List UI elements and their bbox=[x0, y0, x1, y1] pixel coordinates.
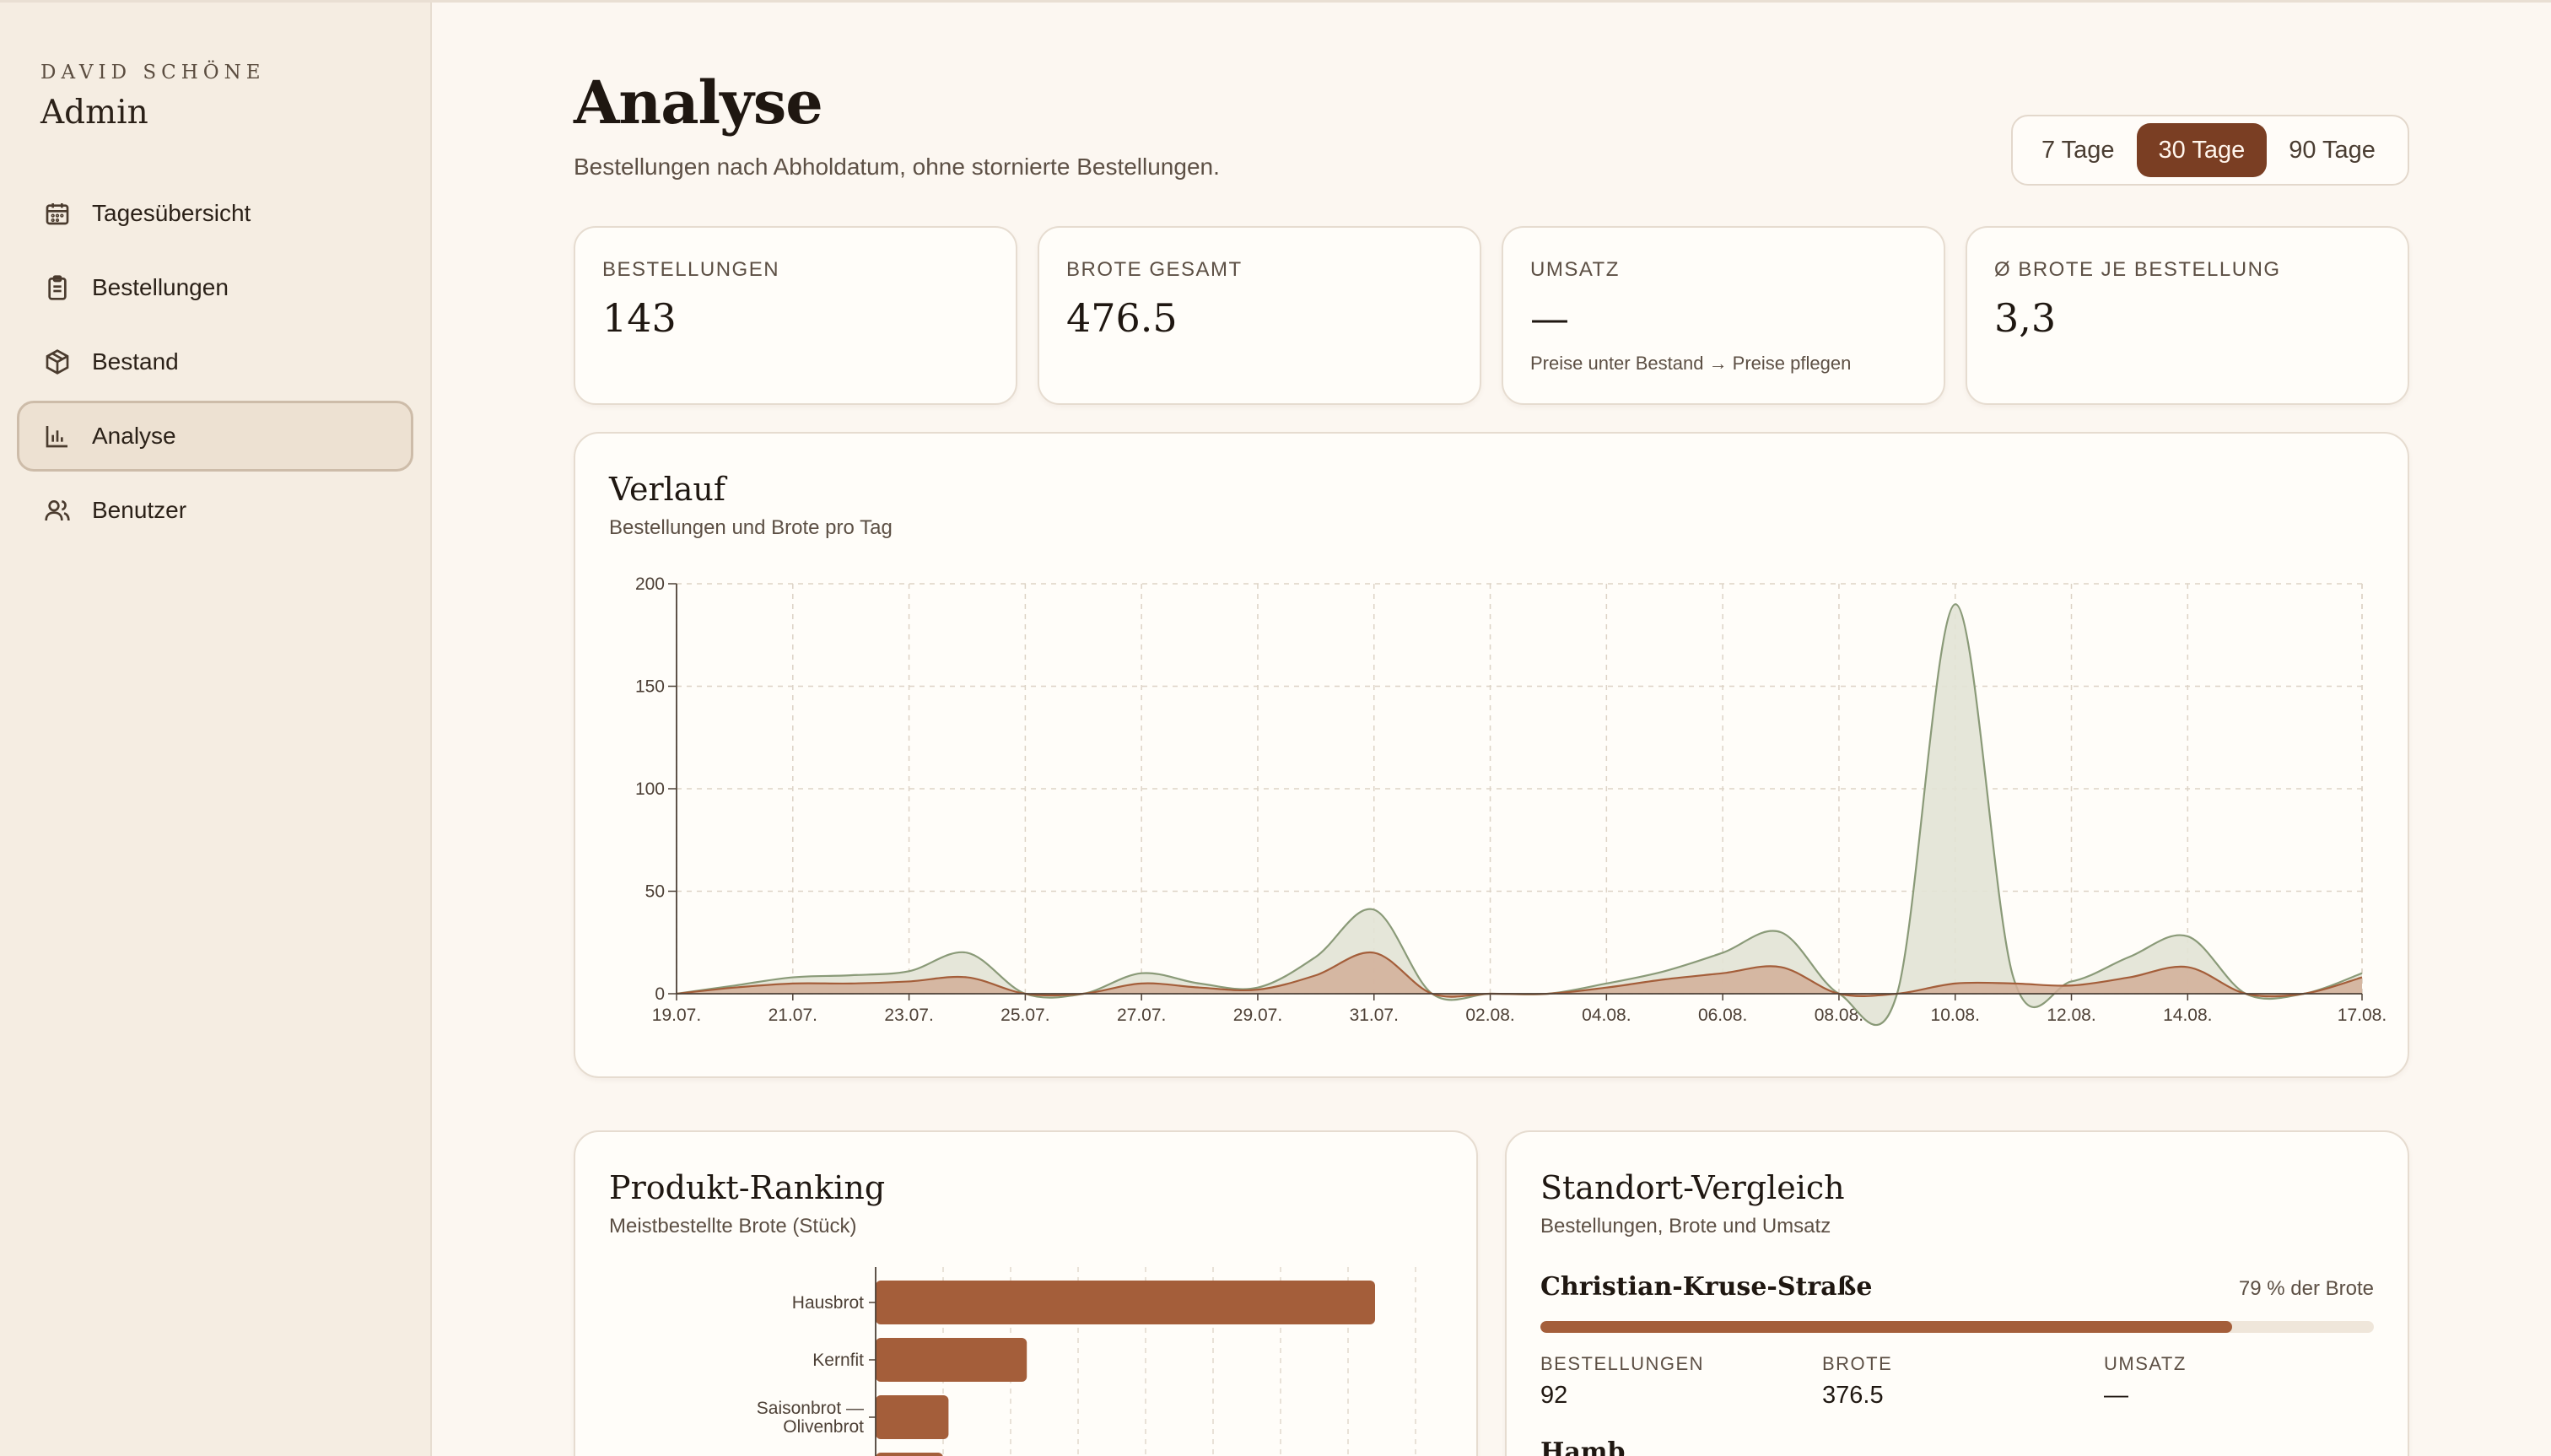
location-share-bar bbox=[1540, 1321, 2374, 1333]
location-stat-label: UMSATZ bbox=[2104, 1353, 2187, 1374]
y-tick-label: 100 bbox=[635, 779, 665, 799]
ranking-subtitle: Meistbestellte Brote (Stück) bbox=[609, 1215, 857, 1238]
kpi-label: UMSATZ bbox=[1530, 258, 1620, 281]
sidebar-item-label: Bestand bbox=[92, 348, 179, 375]
trend-card: Verlauf Bestellungen und Brote pro Tag 0… bbox=[574, 432, 2409, 1078]
locations-title: Standort-Vergleich bbox=[1540, 1169, 1845, 1206]
kpi-revenue: UMSATZ — Preise unter Bestand → Preise p… bbox=[1502, 226, 1945, 405]
sidebar-item-benutzer[interactable]: Benutzer bbox=[17, 475, 413, 546]
location-stat-value: 376.5 bbox=[1822, 1382, 1884, 1409]
ranking-label: Hausbrot bbox=[792, 1293, 864, 1313]
range-30-days-button[interactable]: 30 Tage bbox=[2136, 123, 2268, 177]
y-tick-label: 200 bbox=[635, 574, 665, 594]
x-tick-label: 06.08. bbox=[1698, 1006, 1747, 1025]
clipboard-icon bbox=[43, 273, 72, 302]
x-tick-label: 02.08. bbox=[1465, 1006, 1514, 1025]
ranking-bar bbox=[876, 1453, 943, 1456]
series-brote-line bbox=[676, 603, 2363, 1027]
kpi-breads-per-order: Ø BROTE JE BESTELLUNG 3,3 bbox=[1966, 226, 2409, 405]
x-tick-label: 12.08. bbox=[2047, 1006, 2095, 1025]
locations-subtitle: Bestellungen, Brote und Umsatz bbox=[1540, 1215, 1831, 1238]
x-tick-label: 17.08. bbox=[2338, 1006, 2387, 1025]
series-brote-area bbox=[677, 604, 2362, 1026]
brand-title: Admin bbox=[40, 94, 148, 132]
location-stat-value: — bbox=[2104, 1382, 2128, 1409]
location-stat-value: 92 bbox=[1540, 1382, 1568, 1409]
kpi-value: 476.5 bbox=[1066, 295, 1178, 341]
brand-eyebrow: DAVID SCHÖNE bbox=[40, 62, 266, 84]
x-tick-label: 04.08. bbox=[1582, 1006, 1631, 1025]
y-tick-label: 50 bbox=[645, 882, 665, 902]
kpi-label: BESTELLUNGEN bbox=[602, 258, 780, 281]
kpi-label: Ø BROTE JE BESTELLUNG bbox=[1994, 258, 2281, 281]
x-tick-label: 29.07. bbox=[1233, 1006, 1282, 1025]
kpi-note-prices-link[interactable]: Preise unter Bestand → Preise pflegen bbox=[1530, 353, 1852, 374]
sidebar-item-label: Bestellungen bbox=[92, 274, 229, 300]
sidebar: DAVID SCHÖNE Admin Tagesübersicht Bestel… bbox=[0, 3, 432, 1456]
sidebar-nav: Tagesübersicht Bestellungen Bestand Anal… bbox=[17, 178, 413, 549]
x-tick-label: 25.07. bbox=[1000, 1006, 1049, 1025]
sidebar-item-bestand[interactable]: Bestand bbox=[17, 326, 413, 397]
location-stat-breads: BROTE 376.5 bbox=[1822, 1353, 1892, 1410]
page-subtitle: Bestellungen nach Abholdatum, ohne storn… bbox=[574, 154, 1220, 180]
trend-title: Verlauf bbox=[609, 471, 725, 508]
sidebar-item-analyse[interactable]: Analyse bbox=[17, 401, 413, 472]
ranking-bar bbox=[876, 1395, 949, 1439]
page-title: Analyse bbox=[574, 67, 823, 138]
location-name-next: Hamb bbox=[1540, 1437, 1626, 1456]
range-90-days-button[interactable]: 90 Tage bbox=[2289, 136, 2376, 164]
kpi-value: 143 bbox=[602, 295, 677, 341]
box-icon bbox=[43, 348, 72, 376]
sidebar-item-bestellungen[interactable]: Bestellungen bbox=[17, 252, 413, 323]
y-tick-label: 150 bbox=[635, 677, 665, 697]
sidebar-item-label: Analyse bbox=[92, 423, 176, 449]
ranking-label: Kernfit bbox=[812, 1351, 864, 1370]
kpi-value: — bbox=[1530, 295, 1569, 341]
kpi-label: BROTE GESAMT bbox=[1066, 258, 1243, 281]
range-7-days-button[interactable]: 7 Tage bbox=[2041, 136, 2115, 164]
location-name: Christian-Kruse-Straße bbox=[1540, 1272, 1873, 1302]
location-stat-orders: BESTELLUNGEN 92 bbox=[1540, 1353, 1704, 1410]
x-tick-label: 21.07. bbox=[769, 1006, 817, 1025]
x-tick-label: 10.08. bbox=[1931, 1006, 1980, 1025]
sidebar-item-label: Benutzer bbox=[92, 497, 187, 523]
kpi-breads-total: BROTE GESAMT 476.5 bbox=[1038, 226, 1481, 405]
x-tick-label: 27.07. bbox=[1117, 1006, 1166, 1025]
ranking-chart: Hausbrot Kernfit Saisonbrot —Olivenbrot bbox=[757, 1267, 1416, 1456]
x-tick-label: 23.07. bbox=[884, 1006, 933, 1025]
ranking-title: Produkt-Ranking bbox=[609, 1169, 886, 1206]
location-stat-label: BROTE bbox=[1822, 1353, 1893, 1374]
ranking-bar bbox=[876, 1281, 1375, 1324]
x-tick-label: 31.07. bbox=[1350, 1006, 1399, 1025]
ranking-card: Produkt-Ranking Meistbestellte Brote (St… bbox=[574, 1130, 1478, 1456]
ranking-label: Olivenbrot bbox=[783, 1417, 864, 1437]
users-icon bbox=[43, 496, 72, 525]
range-selector: 7 Tage 30 Tage 90 Tage bbox=[2011, 115, 2409, 186]
location-share-bar-fill bbox=[1540, 1321, 2232, 1333]
calendar-icon bbox=[43, 199, 72, 228]
location-stat-label: BESTELLUNGEN bbox=[1540, 1353, 1705, 1374]
location-share: 79 % der Brote bbox=[2238, 1277, 2374, 1300]
locations-card: Standort-Vergleich Bestellungen, Brote u… bbox=[1505, 1130, 2409, 1456]
x-tick-label: 14.08. bbox=[2163, 1006, 2212, 1025]
ranking-bar bbox=[876, 1338, 1027, 1382]
y-tick-label: 0 bbox=[655, 984, 665, 1004]
bar-chart-icon bbox=[43, 422, 72, 450]
ranking-label: Saisonbrot — bbox=[757, 1399, 864, 1418]
trend-subtitle: Bestellungen und Brote pro Tag bbox=[609, 516, 893, 539]
top-border bbox=[0, 0, 2551, 3]
sidebar-item-tagesuebersicht[interactable]: Tagesübersicht bbox=[17, 178, 413, 249]
kpi-value: 3,3 bbox=[1994, 295, 2057, 341]
trend-chart: 0 50 100 150 200 19.07. 21.07. 23.07. 25.07. 27.0… bbox=[635, 574, 2387, 1027]
x-tick-label: 08.08. bbox=[1815, 1006, 1863, 1025]
location-stat-revenue: UMSATZ — bbox=[2104, 1353, 2187, 1410]
sidebar-item-label: Tagesübersicht bbox=[92, 200, 251, 226]
kpi-orders: BESTELLUNGEN 143 bbox=[574, 226, 1017, 405]
x-tick-label: 19.07. bbox=[652, 1006, 701, 1025]
